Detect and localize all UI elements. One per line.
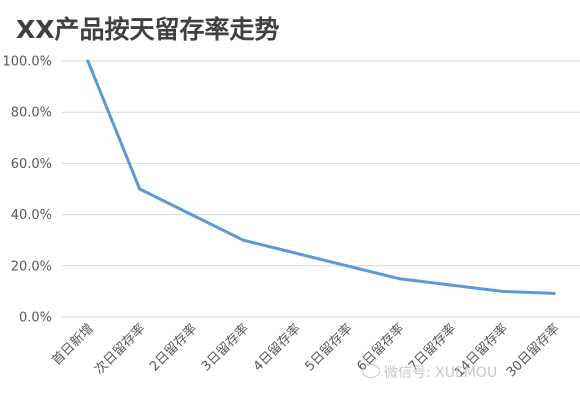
x-tick-label: 首日新增 bbox=[49, 321, 97, 369]
chart-title: XX产品按天留存率走势 bbox=[16, 15, 280, 44]
data-point bbox=[138, 187, 142, 191]
y-tick-label: 40.0% bbox=[11, 208, 52, 223]
series-line bbox=[86, 59, 556, 295]
series-layer bbox=[86, 59, 556, 295]
y-tick-label: 20.0% bbox=[11, 259, 52, 274]
data-point bbox=[86, 59, 90, 63]
data-point bbox=[293, 251, 297, 255]
y-tick-label: 0.0% bbox=[19, 311, 52, 326]
y-tick-label: 60.0% bbox=[11, 157, 52, 172]
x-tick-label: 4日留存率 bbox=[250, 321, 304, 375]
data-point bbox=[500, 289, 504, 293]
data-point bbox=[345, 264, 349, 268]
watermark: 微信号: XUEMOU bbox=[362, 362, 497, 382]
x-tick-label: 2日留存率 bbox=[146, 321, 200, 375]
wechat-icon bbox=[362, 364, 380, 378]
x-tick-label: 3日留存率 bbox=[198, 321, 252, 375]
y-tick-label: 100.0% bbox=[2, 55, 52, 70]
data-point bbox=[190, 213, 193, 217]
x-tick-label: 次日留存率 bbox=[91, 321, 148, 378]
x-tick-label: 30日留存率 bbox=[503, 321, 563, 381]
data-point bbox=[241, 238, 245, 242]
data-point bbox=[552, 291, 556, 295]
watermark-text: 微信号: XUEMOU bbox=[384, 365, 498, 381]
y-tick-label: 80.0% bbox=[11, 106, 52, 121]
data-point bbox=[397, 277, 401, 281]
data-point bbox=[449, 283, 452, 287]
x-tick-label: 5日留存率 bbox=[302, 321, 356, 375]
gridlines bbox=[62, 60, 580, 318]
y-axis-ticks: 0.0% 20.0% 40.0% 60.0% 80.0% 100.0% bbox=[2, 55, 52, 326]
